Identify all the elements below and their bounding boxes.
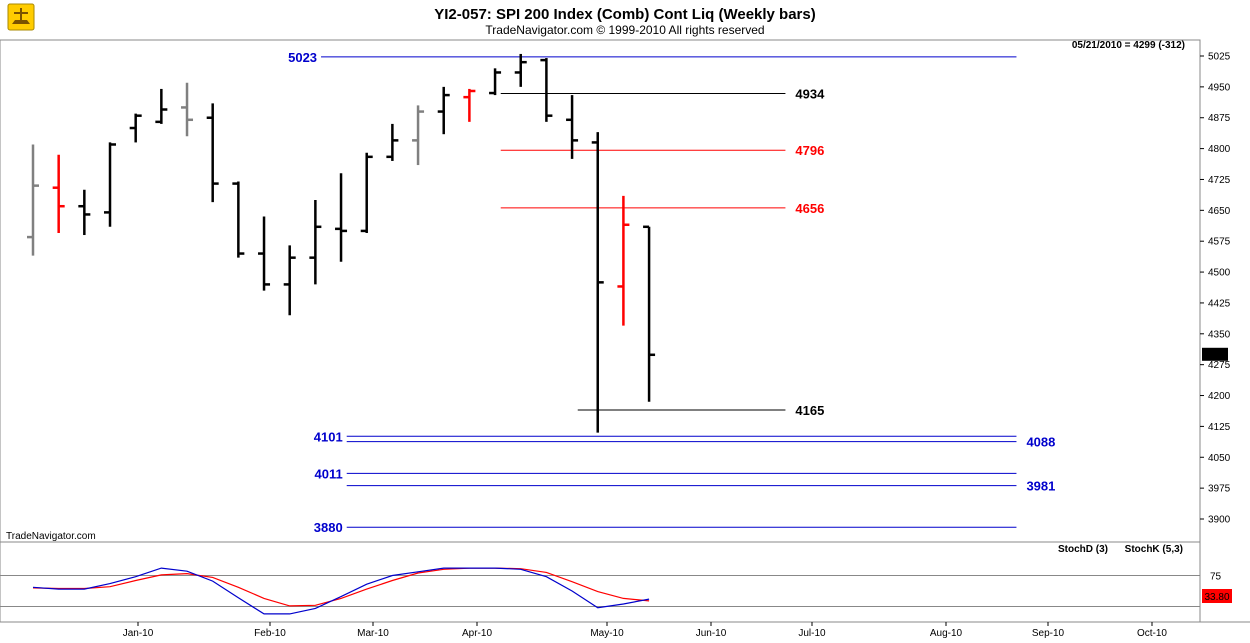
month-label: Jan-10	[123, 628, 154, 639]
price-tick-label: 4350	[1208, 329, 1231, 340]
ohlc-bar	[412, 105, 425, 166]
price-tick-label: 4500	[1208, 268, 1231, 279]
last-value-note: 05/21/2010 = 4299 (-312)	[1072, 40, 1185, 51]
trade-navigator-logo-icon	[7, 3, 35, 31]
level-label: 4165	[795, 403, 824, 418]
month-label: Apr-10	[462, 628, 492, 639]
stoch-value-marker: 33.80	[1202, 589, 1232, 603]
ohlc-bar	[27, 144, 39, 256]
level-label: 4101	[314, 429, 343, 444]
chart-subtitle: TradeNavigator.com © 1999-2010 All right…	[485, 23, 764, 37]
ohlc-bar	[129, 113, 142, 143]
level-label: 3880	[314, 520, 343, 535]
price-tick-label: 4875	[1208, 113, 1231, 124]
stochd-legend: StochD (3)	[1058, 544, 1108, 555]
last-price-label: 4299	[1204, 350, 1227, 361]
month-label: Jun-10	[696, 628, 727, 639]
price-tick-label: 4200	[1208, 391, 1231, 402]
price-tick-label: 4650	[1208, 206, 1231, 217]
price-tick-label: 4800	[1208, 144, 1231, 155]
level-label: 4088	[1026, 435, 1055, 450]
month-label: May-10	[590, 628, 624, 639]
stoch-tick-label: 75	[1210, 572, 1222, 583]
ohlc-bar	[258, 216, 271, 291]
ohlc-bar	[437, 86, 450, 135]
stoch-lines	[32, 567, 650, 615]
ohlc-bar	[514, 53, 527, 87]
ohlc-bar	[309, 200, 322, 285]
last-price-marker: 4299	[1202, 347, 1228, 361]
level-label: 5023	[288, 50, 317, 65]
price-tick-label: 3975	[1208, 484, 1231, 495]
ohlc-bar	[643, 225, 656, 402]
ohlc-bar	[489, 68, 502, 96]
level-label: 4011	[315, 466, 343, 481]
ohlc-bar	[78, 189, 91, 236]
stoch-series-line	[32, 567, 650, 607]
ohlc-bar	[617, 195, 630, 326]
month-label: Jul-10	[798, 628, 826, 639]
level-label: 4796	[795, 143, 824, 158]
ohlc-bar	[52, 154, 65, 233]
price-axis: 5025 4950 4875 4800 4725 4650 4575 4500 4425 4350…	[1200, 52, 1231, 526]
stoch-value-label: 33.80	[1204, 592, 1229, 603]
chart-title: YI2-057: SPI 200 Index (Comb) Cont Liq (…	[434, 6, 815, 23]
stochk-legend: StochK (5,3)	[1125, 544, 1183, 555]
level-label: 4656	[795, 201, 824, 216]
price-tick-label: 4425	[1208, 298, 1231, 309]
stoch-panel-frame	[0, 541, 1201, 623]
level-label: 3981	[1026, 479, 1055, 494]
ohlc-bar	[591, 132, 604, 433]
price-tick-label: 4125	[1208, 422, 1231, 433]
ohlc-bar	[206, 103, 219, 203]
ohlc-bar	[181, 82, 194, 137]
price-tick-label: 4725	[1208, 175, 1231, 186]
level-lines: 5023 4934 4796 4656 4165 4101 4088 4011 3981 3880	[288, 50, 1055, 535]
price-panel-frame	[0, 39, 1201, 543]
stoch-series-line	[32, 567, 650, 615]
price-tick-label: 5025	[1208, 52, 1231, 63]
watermark-text: TradeNavigator.com	[6, 531, 96, 542]
month-label: Aug-10	[930, 628, 963, 639]
price-tick-label: 4050	[1208, 453, 1231, 464]
ohlc-bar	[386, 123, 399, 161]
ohlc-bar	[566, 95, 579, 159]
ohlc-bar	[540, 58, 553, 122]
price-tick-label: 4950	[1208, 82, 1231, 93]
ohlc-bar	[155, 88, 168, 124]
ohlc-bar	[335, 173, 348, 262]
ohlc-bar	[232, 181, 245, 258]
stoch-reference-lines: 75	[0, 572, 1222, 607]
ohlc-bar	[463, 88, 476, 122]
ohlc-bar	[283, 245, 296, 316]
price-tick-label: 4575	[1208, 237, 1231, 248]
price-bars	[27, 53, 656, 433]
price-tick-label: 4275	[1208, 360, 1231, 371]
price-tick-label: 3900	[1208, 515, 1231, 526]
ohlc-bar	[104, 142, 117, 227]
month-label: Sep-10	[1032, 628, 1065, 639]
level-label: 4934	[795, 86, 825, 101]
month-label: Mar-10	[357, 628, 389, 639]
ohlc-bar	[360, 152, 373, 233]
month-label: Oct-10	[1137, 628, 1167, 639]
date-axis: Jan-10 Feb-10 Mar-10 Apr-10 May-10 Jun-10 Jul-…	[123, 622, 1167, 639]
month-label: Feb-10	[254, 628, 286, 639]
